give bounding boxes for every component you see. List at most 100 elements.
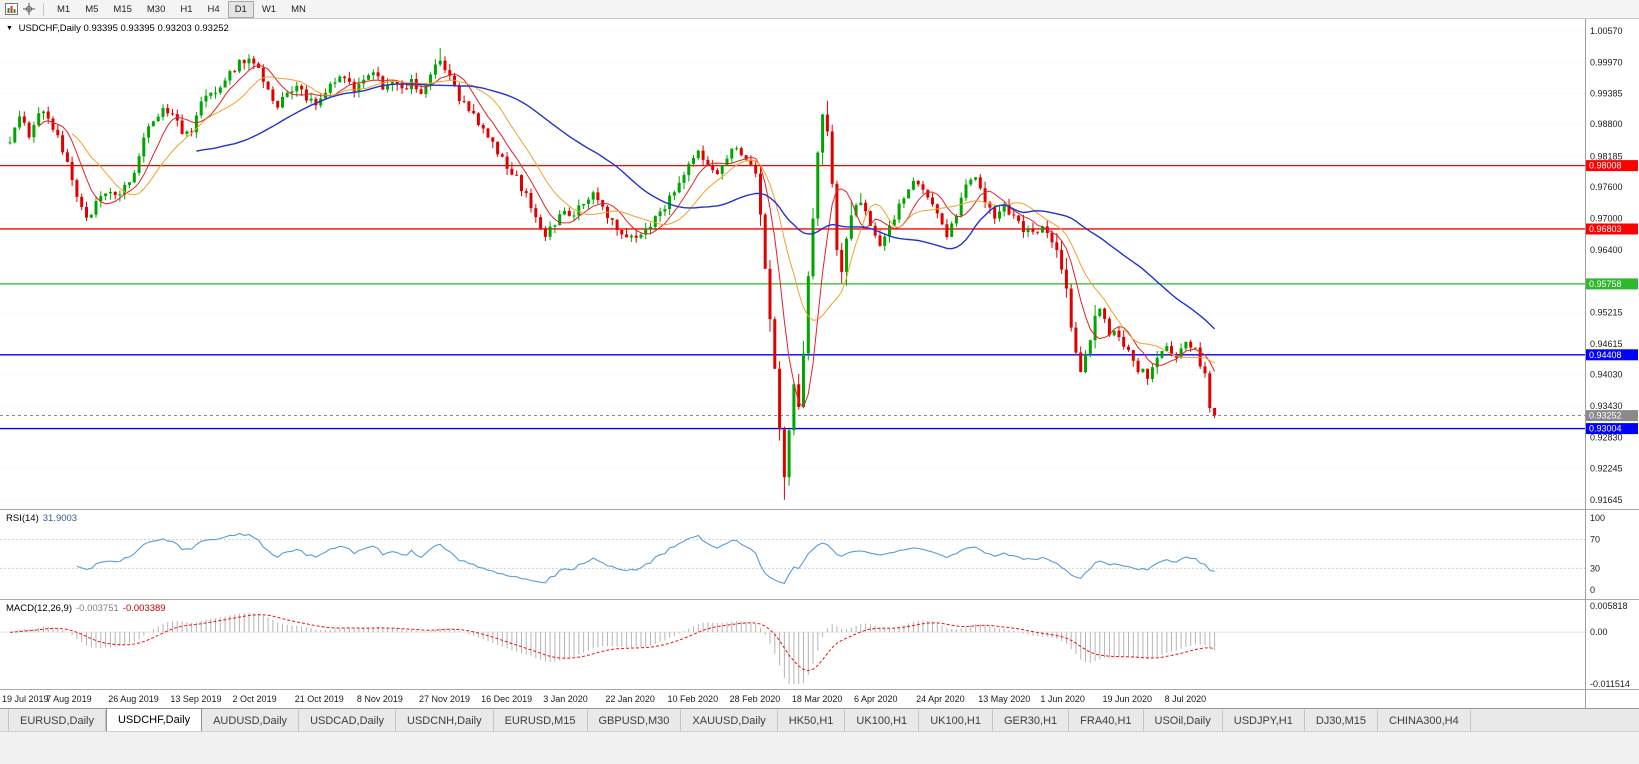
status-bar <box>0 731 1639 764</box>
rsi-panel[interactable]: 100 70 30 0 RSI(14) 31.9003 <box>0 509 1639 599</box>
svg-text:0.93004: 0.93004 <box>1589 424 1622 434</box>
main-chart-panel[interactable]: 1.00570 0.99970 0.99385 0.98800 0.98185 0.976… <box>0 19 1639 509</box>
chart-tab-xauusd-daily[interactable]: XAUUSD,Daily <box>681 710 778 731</box>
svg-text:0.98008: 0.98008 <box>1589 161 1622 171</box>
svg-text:0.94030: 0.94030 <box>1590 370 1623 380</box>
chart-tab-uk100-h1[interactable]: UK100,H1 <box>919 710 993 731</box>
timeframe-group: M1 M5 M15 M30 H1 H4 D1 W1 MN <box>50 0 313 18</box>
svg-text:6 Apr 2020: 6 Apr 2020 <box>854 694 898 704</box>
svg-text:0.97600: 0.97600 <box>1590 182 1623 192</box>
timeframe-button-m5[interactable]: M5 <box>85 3 99 15</box>
svg-text:7 Aug 2019: 7 Aug 2019 <box>46 694 92 704</box>
macd-canvas[interactable]: 0.005818 0.00 -0.011514 <box>0 600 1639 689</box>
svg-text:0.92245: 0.92245 <box>1590 463 1623 473</box>
toolbar-separator <box>43 2 44 16</box>
chart-title: ▼ USDCHF,Daily 0.93395 0.93395 0.93203 0… <box>6 23 229 34</box>
svg-text:0.96400: 0.96400 <box>1590 245 1623 255</box>
svg-text:0.005818: 0.005818 <box>1590 601 1628 611</box>
chart-tab-hk50-h1[interactable]: HK50,H1 <box>777 710 846 731</box>
svg-text:0.91645: 0.91645 <box>1590 495 1623 505</box>
svg-text:0: 0 <box>1590 585 1595 595</box>
macd-signal-value: -0.003389 <box>122 603 166 614</box>
rsi-value: 31.9003 <box>42 513 78 524</box>
svg-text:0.98185: 0.98185 <box>1590 151 1623 161</box>
chart-ohlc-label: 0.93395 0.93395 0.93203 0.93252 <box>83 23 229 34</box>
rsi-label: RSI(14) 31.9003 <box>6 513 77 524</box>
chart-tab-eurusd-m15[interactable]: EURUSD,M15 <box>493 710 588 731</box>
chart-tab-dj30-m15[interactable]: DJ30,M15 <box>1304 710 1378 731</box>
svg-text:0.99970: 0.99970 <box>1590 58 1623 68</box>
chart-window-icon[interactable] <box>3 2 19 17</box>
svg-text:0.94615: 0.94615 <box>1590 339 1623 349</box>
macd-label: MACD(12,26,9) -0.003751 -0.003389 <box>6 603 166 614</box>
svg-text:0.92830: 0.92830 <box>1590 433 1623 443</box>
svg-text:28 Feb 2020: 28 Feb 2020 <box>730 694 781 704</box>
macd-name: MACD(12,26,9) <box>6 603 72 614</box>
svg-text:21 Oct 2019: 21 Oct 2019 <box>295 694 344 704</box>
timeframe-button-m15[interactable]: M15 <box>113 3 132 15</box>
timeframe-button-w1[interactable]: W1 <box>261 3 277 15</box>
svg-text:0.00: 0.00 <box>1590 627 1608 637</box>
quick-trade-arrow-icon[interactable]: ▼ <box>6 25 13 32</box>
chart-tab-gbpusd-m30[interactable]: GBPUSD,M30 <box>587 710 682 731</box>
svg-text:0.93430: 0.93430 <box>1590 401 1623 411</box>
svg-text:3 Jan 2020: 3 Jan 2020 <box>543 694 588 704</box>
svg-text:16 Dec 2019: 16 Dec 2019 <box>481 694 532 704</box>
timeframe-button-h1[interactable]: H1 <box>180 3 193 15</box>
chart-tabbar: EURUSD,Daily USDCHF,Daily AUDUSD,Daily USDC… <box>0 708 1639 731</box>
svg-text:10 Feb 2020: 10 Feb 2020 <box>668 694 719 704</box>
chart-tab-china300-h4[interactable]: CHINA300,H4 <box>1378 710 1471 731</box>
svg-text:100: 100 <box>1590 513 1605 523</box>
svg-text:-0.011514: -0.011514 <box>1590 679 1630 689</box>
svg-text:22 Jan 2020: 22 Jan 2020 <box>605 694 655 704</box>
svg-text:18 Mar 2020: 18 Mar 2020 <box>792 694 843 704</box>
rsi-canvas[interactable]: 100 70 30 0 <box>0 510 1639 599</box>
svg-text:1.00570: 1.00570 <box>1590 26 1623 36</box>
chart-tab-eurusd-daily[interactable]: EURUSD,Daily <box>8 710 106 731</box>
svg-text:19 Jul 2019: 19 Jul 2019 <box>2 694 49 704</box>
svg-text:0.93252: 0.93252 <box>1589 411 1622 421</box>
svg-text:0.97000: 0.97000 <box>1590 214 1623 224</box>
svg-text:0.98800: 0.98800 <box>1590 119 1623 129</box>
svg-text:8 Jul 2020: 8 Jul 2020 <box>1165 694 1207 704</box>
chart-tab-fra40-h1[interactable]: FRA40,H1 <box>1069 710 1144 731</box>
svg-text:8 Nov 2019: 8 Nov 2019 <box>357 694 403 704</box>
svg-text:19 Jun 2020: 19 Jun 2020 <box>1103 694 1153 704</box>
svg-text:30: 30 <box>1590 563 1600 573</box>
macd-panel[interactable]: 0.005818 0.00 -0.011514 MACD(12,26,9) -0.00… <box>0 599 1639 689</box>
svg-text:13 Sep 2019: 13 Sep 2019 <box>170 694 221 704</box>
chart-tab-audusd-daily[interactable]: AUDUSD,Daily <box>202 710 300 731</box>
svg-text:27 Nov 2019: 27 Nov 2019 <box>419 694 470 704</box>
chart-tab-uk100-h1[interactable]: UK100,H1 <box>845 710 920 731</box>
time-axis[interactable]: 19 Jul 2019 7 Aug 2019 26 Aug 2019 13 Sep 2… <box>0 689 1639 708</box>
svg-text:1 Jun 2020: 1 Jun 2020 <box>1040 694 1085 704</box>
timeframe-button-mn[interactable]: MN <box>291 3 306 15</box>
timeframe-button-m1[interactable]: M1 <box>57 3 71 15</box>
price-chart-canvas[interactable]: 1.00570 0.99970 0.99385 0.98800 0.98185 0.976… <box>0 19 1639 509</box>
timeframe-button-d1[interactable]: D1 <box>227 0 254 18</box>
timeframe-button-h4[interactable]: H4 <box>207 3 220 15</box>
chart-tab-usdchf-daily[interactable]: USDCHF,Daily <box>105 708 203 731</box>
svg-text:0.95758: 0.95758 <box>1589 279 1622 289</box>
chart-symbol-label: USDCHF,Daily <box>18 23 81 34</box>
svg-text:0.99385: 0.99385 <box>1590 88 1623 98</box>
timeframe-button-m30[interactable]: M30 <box>146 3 166 15</box>
svg-text:0.96803: 0.96803 <box>1589 224 1622 234</box>
chart-tab-usdcnh-daily[interactable]: USDCNH,Daily <box>396 710 494 731</box>
svg-text:24 Apr 2020: 24 Apr 2020 <box>916 694 965 704</box>
chart-tab-usoil-daily[interactable]: USOil,Daily <box>1143 710 1223 731</box>
rsi-name: RSI(14) <box>6 513 39 524</box>
svg-text:26 Aug 2019: 26 Aug 2019 <box>108 694 159 704</box>
toolbar: M1 M5 M15 M30 H1 H4 D1 W1 MN <box>0 0 1639 19</box>
chart-tab-ger30-h1[interactable]: GER30,H1 <box>992 710 1070 731</box>
macd-main-value: -0.003751 <box>76 603 119 614</box>
svg-text:2 Oct 2019: 2 Oct 2019 <box>233 694 277 704</box>
chart-tab-usdcad-daily[interactable]: USDCAD,Daily <box>299 710 397 731</box>
svg-text:70: 70 <box>1590 535 1600 545</box>
svg-text:13 May 2020: 13 May 2020 <box>978 694 1030 704</box>
crosshair-icon[interactable] <box>21 2 37 17</box>
chart-tab-usdjpy-h1[interactable]: USDJPY,H1 <box>1222 710 1305 731</box>
svg-text:0.95215: 0.95215 <box>1590 307 1623 317</box>
svg-text:0.94408: 0.94408 <box>1589 350 1622 360</box>
